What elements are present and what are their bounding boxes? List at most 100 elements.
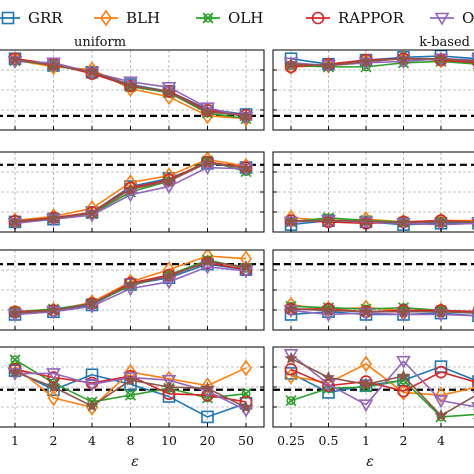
data-point-series-6 bbox=[85, 206, 99, 219]
data-point-series-6 bbox=[123, 373, 138, 386]
legend-marker-icon bbox=[1, 11, 15, 25]
data-point-series-6 bbox=[359, 214, 373, 227]
series-line-oue bbox=[290, 309, 474, 317]
legend-item-rappor: RAPPOR bbox=[306, 9, 405, 27]
data-point-series-6 bbox=[239, 161, 253, 174]
data-point-series-6 bbox=[85, 296, 99, 310]
x-tick-label: 4 bbox=[437, 433, 445, 448]
data-point-series-6 bbox=[200, 104, 215, 118]
data-point-series-6 bbox=[239, 260, 253, 273]
panel-title-uniform: uniform bbox=[74, 35, 126, 50]
series-line-series-6 bbox=[290, 357, 474, 417]
data-point-series-6 bbox=[396, 304, 411, 318]
data-point-oue bbox=[161, 374, 177, 388]
series-group bbox=[7, 51, 254, 127]
legend-label: BLH bbox=[126, 9, 160, 27]
data-point-rappor bbox=[472, 58, 474, 68]
data-point-series-6 bbox=[434, 215, 448, 228]
legend-item-oue: OUE bbox=[430, 9, 474, 27]
data-point-oue bbox=[358, 399, 374, 413]
series-group bbox=[283, 50, 474, 76]
data-point-rappor bbox=[434, 365, 448, 379]
data-point-series-6 bbox=[46, 303, 61, 316]
series-line-olh bbox=[290, 60, 474, 68]
data-point-grr bbox=[201, 410, 214, 424]
data-point-oue bbox=[200, 102, 215, 116]
data-point-series-6 bbox=[239, 108, 253, 122]
legend-item-olh: OLH bbox=[196, 9, 263, 27]
data-point-series-6 bbox=[284, 57, 298, 70]
subplot-k-based-row-4 bbox=[272, 346, 474, 428]
data-point-series-6 bbox=[321, 370, 336, 384]
subplot-uniform-row-1 bbox=[0, 49, 265, 131]
legend-marker-icon bbox=[434, 12, 450, 26]
data-point-olh bbox=[285, 395, 297, 407]
data-point-series-6 bbox=[239, 400, 253, 413]
data-point-series-6 bbox=[284, 214, 298, 227]
series-group bbox=[283, 296, 474, 323]
data-point-series-6 bbox=[434, 304, 448, 318]
x-tick-label: 4 bbox=[88, 433, 96, 448]
data-point-series-6 bbox=[162, 85, 176, 98]
data-point-series-6 bbox=[359, 54, 373, 67]
series-line-rappor bbox=[290, 368, 474, 392]
data-point-series-6 bbox=[162, 174, 176, 187]
x-tick-label: 0.5 bbox=[319, 433, 339, 448]
legend-item-grr: GRR bbox=[0, 9, 63, 27]
x-tick-label: 1 bbox=[362, 433, 370, 448]
data-point-blh bbox=[240, 359, 252, 377]
series-line-blh bbox=[290, 363, 474, 396]
x-tick-label: 0.25 bbox=[277, 433, 305, 448]
data-point-blh bbox=[360, 355, 372, 373]
legend-marker-icon bbox=[202, 12, 214, 24]
axes bbox=[0, 49, 474, 428]
x-tick-label: 2 bbox=[400, 433, 408, 448]
legend-marker-icon bbox=[311, 11, 325, 25]
data-point-series-6 bbox=[46, 211, 61, 225]
data-point-series-6 bbox=[396, 215, 411, 229]
x-axis-label-uniform: ε bbox=[131, 454, 139, 470]
data-point-series-6 bbox=[8, 215, 22, 228]
legend-label: GRR bbox=[28, 9, 63, 27]
data-point-series-6 bbox=[200, 155, 215, 169]
data-point-series-6 bbox=[321, 58, 336, 72]
data-point-series-6 bbox=[321, 303, 336, 316]
series-line-series-6 bbox=[290, 57, 474, 67]
series-line-series-6 bbox=[290, 308, 474, 314]
data-point-series-6 bbox=[434, 408, 448, 422]
series-line-series-6 bbox=[290, 219, 474, 224]
data-point-series-6 bbox=[8, 365, 22, 378]
x-tick-label: 20 bbox=[200, 433, 216, 448]
subplot-k-based-row-1 bbox=[272, 49, 474, 131]
data-point-oue bbox=[396, 355, 411, 369]
x-tick-label: 50 bbox=[238, 433, 254, 448]
data-point-series-6 bbox=[46, 380, 61, 393]
data-point-series-6 bbox=[200, 254, 215, 267]
subplot-uniform-row-3 bbox=[0, 249, 265, 331]
panel-titles: uniform k-based bbox=[74, 35, 470, 50]
data-point-oue bbox=[433, 395, 449, 409]
x-tick-label: 2 bbox=[50, 433, 58, 448]
data-point-series-6 bbox=[8, 52, 22, 65]
subplot-k-based-row-2 bbox=[272, 151, 474, 233]
data-point-rappor bbox=[284, 363, 298, 376]
legend-label: RAPPOR bbox=[338, 9, 405, 27]
legend-item-blh: BLH bbox=[94, 9, 160, 27]
x-tick-labels: 1 2 4 8 10 20 50 0.25 0.5 1 2 4 bbox=[11, 433, 445, 448]
data-point-series-6 bbox=[359, 304, 373, 318]
data-point-grr bbox=[322, 386, 335, 399]
subplot-k-based-row-3 bbox=[272, 249, 474, 331]
data-point-rappor bbox=[472, 378, 474, 388]
series-group bbox=[7, 152, 254, 231]
subplot-uniform-row-4 bbox=[0, 346, 265, 428]
data-point-series-6 bbox=[200, 381, 215, 394]
data-point-oue bbox=[46, 368, 61, 382]
data-point-oue bbox=[283, 349, 299, 362]
data-point-series-6 bbox=[396, 51, 411, 65]
legend-label: OLH bbox=[228, 9, 263, 27]
data-point-series-6 bbox=[123, 182, 138, 195]
series-group bbox=[283, 349, 474, 423]
data-point-series-6 bbox=[434, 51, 448, 65]
x-tick-label: 10 bbox=[161, 433, 177, 448]
